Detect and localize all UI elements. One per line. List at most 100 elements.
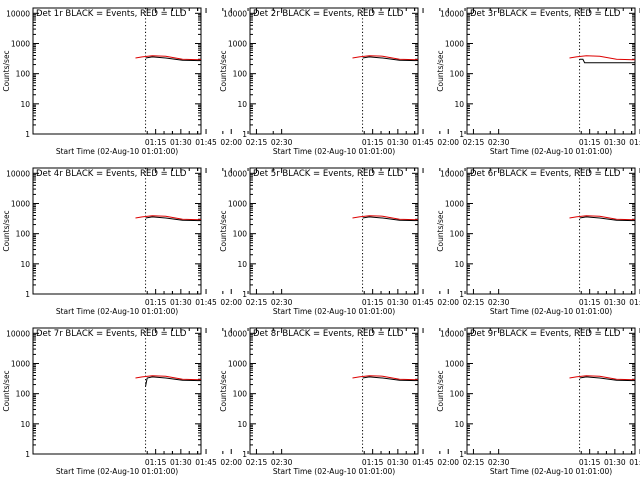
y-tick-label: 1000 [445, 39, 464, 48]
x-tick-label: 01:30 [387, 138, 409, 147]
y-tick-label: 10 [20, 420, 30, 429]
y-tick-label: 10 [237, 260, 247, 269]
y-axis-label: Counts/sec [436, 50, 445, 91]
panel-4: Det 4r BLACK = Events, RED = LLD 1 10 100 10… [2, 167, 293, 316]
x-tick-label: 01:30 [387, 298, 409, 307]
y-tick-label: 10000 [223, 329, 247, 338]
y-tick-label: 10000 [6, 329, 30, 338]
x-tick-label: 01:45 [412, 458, 434, 467]
y-tick-label: 10000 [440, 9, 464, 18]
panel-title: Det 5r BLACK = Events, RED = LLD [253, 169, 404, 179]
x-tick-label: 02:00 [220, 458, 242, 467]
x-tick-label: 01:30 [604, 298, 626, 307]
events-series-line [145, 216, 201, 222]
y-tick-label: 10000 [440, 169, 464, 178]
panel-title: Det 9r BLACK = Events, RED = LLD [470, 329, 621, 339]
x-tick-label: 01:45 [195, 138, 217, 147]
y-axis-label: Counts/sec [219, 50, 228, 91]
plot-frame [32, 7, 202, 135]
y-tick-label: 10 [237, 100, 247, 109]
x-tick-label: 01:30 [387, 458, 409, 467]
y-tick-label: 100 [16, 230, 31, 239]
lld-series-line [569, 55, 635, 61]
x-tick-label: 02:15 [463, 298, 485, 307]
x-tick-label: 01:45 [629, 298, 640, 307]
x-tick-label: 01:15 [362, 458, 384, 467]
y-tick-label: 1000 [445, 199, 464, 208]
x-tick-label: 02:15 [463, 138, 485, 147]
y-tick-label: 1 [25, 130, 30, 139]
x-tick-label: 01:30 [604, 458, 626, 467]
y-axis-label: Counts/sec [2, 210, 11, 251]
x-axis-label: Start Time (02-Aug-10 01:01:00) [490, 147, 612, 156]
panel-title: Det 7r BLACK = Events, RED = LLD [36, 329, 187, 339]
y-tick-label: 100 [450, 230, 465, 239]
events-series-line [579, 216, 635, 222]
x-tick-label: 02:30 [271, 298, 293, 307]
x-tick-label: 01:15 [362, 298, 384, 307]
panel-title: Det 3r BLACK = Events, RED = LLD [470, 9, 621, 19]
lld-series-line [352, 55, 418, 61]
x-axis-label: Start Time (02-Aug-10 01:01:00) [273, 147, 395, 156]
plot-data [569, 328, 635, 454]
y-axis-label: Counts/sec [219, 370, 228, 411]
x-tick-label: 02:15 [463, 458, 485, 467]
lld-series-line [352, 215, 418, 221]
panel-3: Det 3r BLACK = Events, RED = LLD 1 10 100 10… [436, 7, 640, 156]
x-tick-label: 02:30 [488, 138, 510, 147]
x-axis-label: Start Time (02-Aug-10 01:01:00) [56, 307, 178, 316]
y-tick-label: 10 [454, 100, 464, 109]
x-tick-label: 02:30 [271, 458, 293, 467]
events-series-line [362, 216, 418, 222]
x-tick-label: 01:15 [579, 298, 601, 307]
y-tick-label: 10000 [223, 169, 247, 178]
x-tick-label: 02:15 [246, 138, 268, 147]
x-tick-label: 01:15 [145, 138, 167, 147]
x-tick-label: 01:45 [412, 298, 434, 307]
x-tick-label: 02:30 [488, 458, 510, 467]
x-axis-label: Start Time (02-Aug-10 01:01:00) [56, 467, 178, 476]
x-tick-label: 01:45 [195, 298, 217, 307]
lld-series-line [135, 55, 201, 61]
y-tick-label: 1 [25, 450, 30, 459]
panel-7: Det 7r BLACK = Events, RED = LLD11010010… [2, 327, 293, 476]
panel-9: Det 9r BLACK = Events, RED = LLD 1 10 100 10… [436, 327, 640, 476]
y-tick-label: 1000 [228, 199, 247, 208]
x-tick-label: 01:45 [195, 458, 217, 467]
y-axis-label: Counts/sec [436, 210, 445, 251]
y-axis-label: Counts/sec [219, 210, 228, 251]
events-series-line [145, 56, 201, 62]
x-tick-label: 01:15 [145, 298, 167, 307]
x-tick-label: 01:45 [629, 458, 640, 467]
lld-series-line [352, 375, 418, 381]
y-tick-label: 100 [16, 390, 31, 399]
y-tick-label: 1 [242, 450, 247, 459]
x-tick-label: 01:30 [170, 138, 192, 147]
plot-data [135, 328, 201, 454]
panel-title: Det 2r BLACK = Events, RED = LLD [253, 9, 404, 19]
y-tick-label: 1 [25, 290, 30, 299]
plot-frame [466, 167, 636, 295]
panel-1: Det 1r BLACK = Events, RED = LLD11010010… [2, 7, 293, 156]
panel-title: Det 4r BLACK = Events, RED = LLD [36, 169, 187, 179]
events-series-line [145, 376, 201, 387]
x-axis-label: Start Time (02-Aug-10 01:01:00) [273, 467, 395, 476]
y-tick-label: 1 [459, 130, 464, 139]
y-tick-label: 10000 [223, 9, 247, 18]
y-tick-label: 100 [16, 70, 31, 79]
x-tick-label: 01:15 [579, 458, 601, 467]
y-tick-label: 10 [237, 420, 247, 429]
x-tick-label: 01:45 [412, 138, 434, 147]
x-tick-label: 02:30 [271, 138, 293, 147]
x-tick-label: 02:00 [437, 138, 459, 147]
y-tick-label: 1000 [11, 199, 30, 208]
lld-series-line [135, 215, 201, 221]
panel-title: Det 6r BLACK = Events, RED = LLD [470, 169, 621, 179]
x-axis-label: Start Time (02-Aug-10 01:01:00) [490, 307, 612, 316]
events-series-line [579, 376, 635, 382]
y-tick-label: 1000 [445, 359, 464, 368]
events-series-line [362, 376, 418, 382]
x-tick-label: 02:15 [246, 298, 268, 307]
y-tick-label: 10000 [440, 329, 464, 338]
y-tick-label: 100 [233, 390, 248, 399]
